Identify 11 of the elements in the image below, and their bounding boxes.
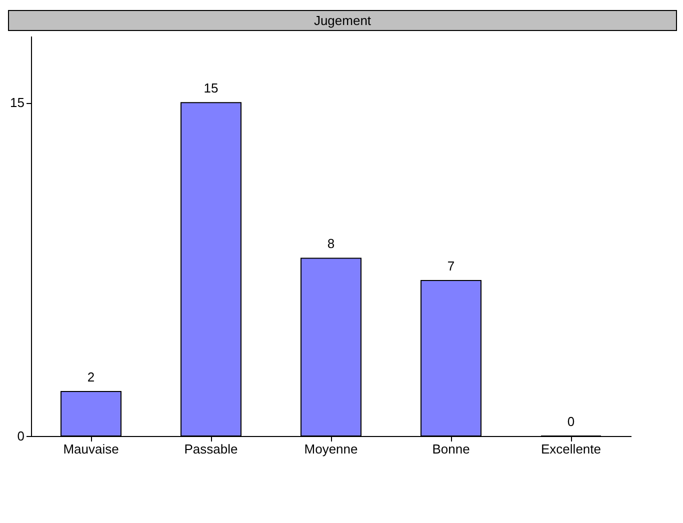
data-label: 2 xyxy=(87,370,95,385)
data-label: 7 xyxy=(447,258,455,274)
x-tick-label: Passable xyxy=(184,442,238,456)
data-label: 15 xyxy=(204,80,218,96)
data-label: 0 xyxy=(567,414,575,429)
x-tick-label: Moyenne xyxy=(304,442,358,456)
x-tick-label: Excellente xyxy=(541,442,601,456)
chart-title: Jugement xyxy=(8,10,677,31)
data-label: 8 xyxy=(327,236,335,252)
x-tick-label: Mauvaise xyxy=(63,442,119,456)
x-tick-label: Bonne xyxy=(432,442,470,456)
